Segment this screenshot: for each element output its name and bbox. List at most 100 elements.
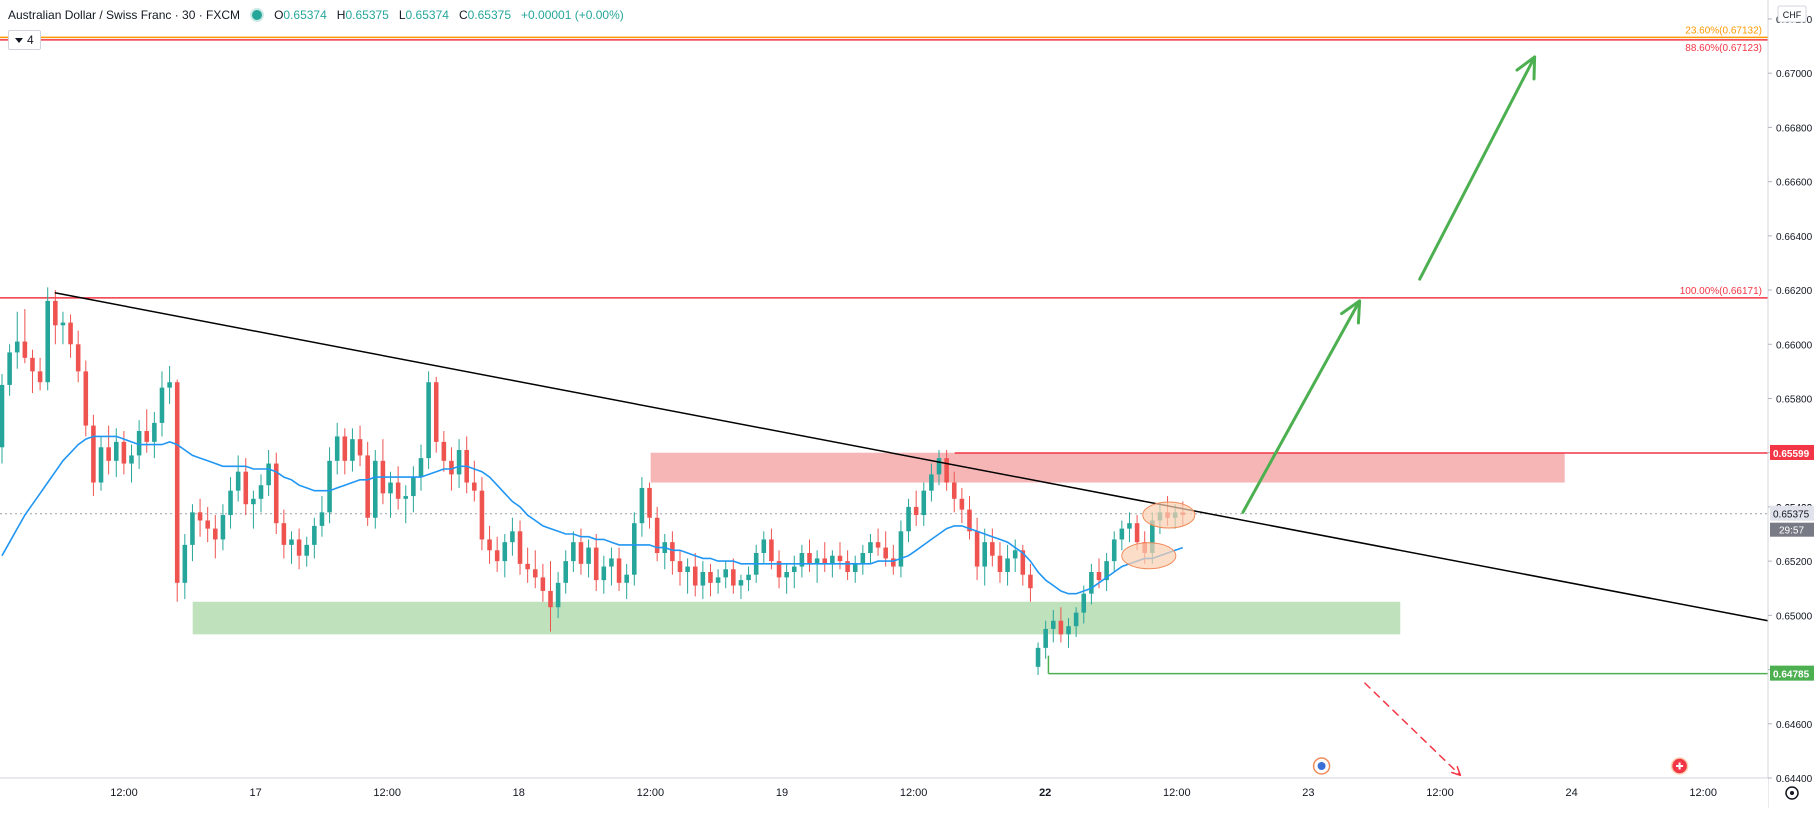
- candle-body: [632, 523, 637, 575]
- candle-body: [929, 474, 934, 491]
- candle: [380, 439, 386, 505]
- gear-icon-ring: [1785, 786, 1799, 800]
- candle-body: [944, 458, 949, 483]
- candle-body: [472, 482, 477, 491]
- candle: [106, 425, 111, 475]
- price-tick-label: 0.66200: [1776, 286, 1813, 297]
- event-icon-flag[interactable]: [1312, 757, 1331, 775]
- candle-body: [479, 490, 485, 540]
- candle: [174, 379, 180, 602]
- candle: [1104, 553, 1109, 591]
- candle: [708, 563, 713, 597]
- up-arrow-second: [1418, 55, 1537, 281]
- support-zone: [192, 601, 1401, 635]
- candle: [1035, 642, 1041, 675]
- candle-body: [403, 496, 409, 499]
- event-icon-flag-dot: [1317, 762, 1326, 770]
- candle: [875, 528, 881, 556]
- candle: [746, 566, 751, 591]
- candle-body: [563, 561, 569, 583]
- candle: [959, 487, 965, 524]
- candle: [776, 550, 782, 589]
- candle-body: [601, 566, 607, 581]
- event-icon-alert[interactable]: [1670, 757, 1689, 775]
- candle: [1119, 520, 1125, 551]
- descending-trendline: [54, 292, 1769, 622]
- candle: [37, 357, 43, 391]
- highlight-ellipse: [1142, 501, 1196, 529]
- candle: [350, 428, 355, 472]
- candle: [1073, 607, 1079, 638]
- candle: [510, 517, 515, 556]
- candle: [395, 466, 401, 510]
- candle-body: [1020, 550, 1026, 575]
- candle: [951, 471, 957, 513]
- candle-body: [677, 561, 683, 572]
- candle: [144, 409, 150, 453]
- candle-body: [273, 463, 279, 524]
- candle: [319, 496, 325, 537]
- candle-body: [761, 539, 767, 554]
- candle-body: [990, 542, 995, 556]
- candle-body: [1089, 571, 1094, 594]
- candle-body: [1035, 647, 1041, 667]
- candle-body: [1043, 628, 1048, 648]
- candle-body: [174, 382, 180, 583]
- candle-body: [723, 569, 728, 578]
- candle-body: [647, 487, 652, 518]
- candle-body: [1005, 558, 1010, 572]
- gear-icon[interactable]: [1785, 786, 1799, 800]
- price-tick-label: 0.64400: [1776, 774, 1813, 785]
- candle: [944, 449, 949, 491]
- candle-body: [1066, 626, 1071, 635]
- candle-body: [22, 341, 28, 358]
- candle: [258, 474, 264, 513]
- candle-body: [113, 441, 119, 461]
- time-tick-day: 24: [1565, 787, 1577, 799]
- time-tick-label: 12:00: [1163, 787, 1191, 799]
- highlight-ellipse: [1121, 542, 1177, 570]
- candle-body: [243, 471, 249, 505]
- candle: [1089, 563, 1094, 605]
- candle-body: [586, 547, 591, 564]
- candle-body: [1096, 571, 1102, 581]
- candle-body: [251, 498, 256, 505]
- ohlc-close: C0.65375: [458, 8, 511, 22]
- indicators-toggle-button[interactable]: 4: [8, 30, 41, 50]
- candle-body: [997, 555, 1003, 572]
- chevron-down-icon: [15, 37, 23, 43]
- eye-icon[interactable]: [250, 8, 265, 22]
- candle: [68, 314, 73, 358]
- candle-body: [685, 566, 690, 572]
- candle-body: [456, 449, 462, 475]
- candle-body: [426, 382, 431, 459]
- candle-body: [388, 482, 393, 494]
- candle-body: [875, 542, 881, 548]
- candle: [921, 482, 927, 526]
- candle-body: [1058, 620, 1064, 635]
- candle-body: [45, 300, 50, 383]
- candle: [586, 539, 591, 578]
- candle: [731, 558, 736, 594]
- candle-body: [213, 528, 218, 540]
- candle: [0, 374, 5, 464]
- up-arrow-second-shaft: [1418, 55, 1537, 281]
- candle: [304, 536, 310, 567]
- candle-body: [205, 520, 210, 529]
- price-tick-label: 0.65200: [1776, 557, 1813, 568]
- candle-body: [769, 539, 774, 562]
- candle: [426, 371, 431, 469]
- candle: [190, 504, 195, 562]
- candle: [639, 477, 645, 537]
- candle-body: [357, 439, 363, 456]
- candle: [555, 571, 561, 619]
- candle-body: [319, 512, 325, 526]
- candle: [593, 534, 599, 591]
- price-tick-label: 0.66600: [1776, 178, 1813, 189]
- currency-badge[interactable]: [1777, 5, 1807, 23]
- candle: [563, 550, 569, 594]
- candle: [266, 449, 271, 497]
- candle: [327, 447, 332, 524]
